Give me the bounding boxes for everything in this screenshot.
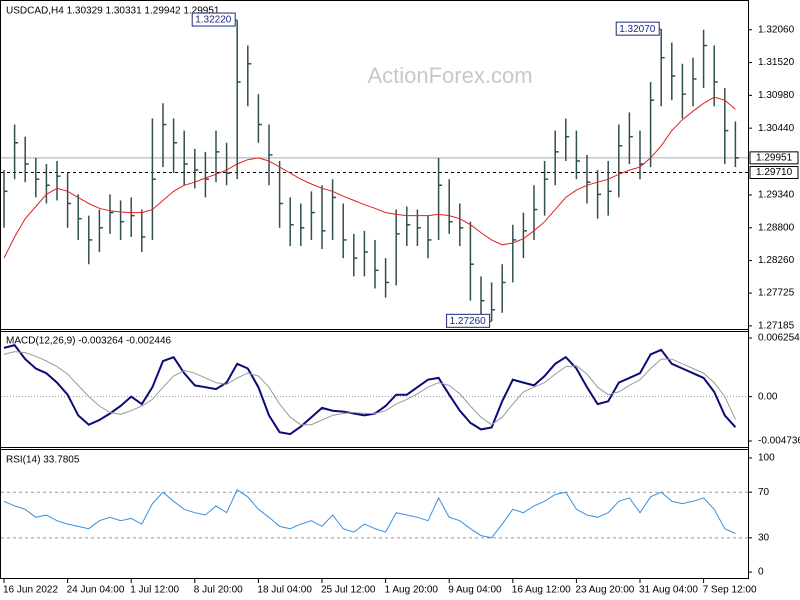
series-line [3,343,737,436]
x-tick-label: 25 Jul 12:00 [321,585,376,596]
x-tick-label: 9 Aug 04:00 [448,585,502,596]
x-tick-label: 23 Aug 20:00 [575,585,634,596]
chart-title: USDCAD,H4 1.30329 1.30331 1.29942 1.2995… [6,6,220,17]
x-tick-label: 8 Jul 20:00 [194,585,243,596]
x-tick-label: 7 Sep 12:00 [703,585,757,596]
annotation-label: 1.27260 [450,316,487,327]
y-tick-label: 0.00 [758,391,778,402]
x-tick-label: 1 Aug 20:00 [385,585,439,596]
price-label: 1.29710 [756,167,793,178]
y-tick-label: 0 [758,567,764,578]
watermark: ActionForex.com [367,63,532,88]
y-tick-label: 1.28260 [758,255,795,266]
y-tick-label: 1.27185 [758,321,795,332]
series-line [3,489,736,539]
y-tick-label: 1.28800 [758,222,795,233]
y-tick-label: 1.32060 [758,24,795,35]
x-tick-label: 1 Jul 12:00 [130,585,179,596]
price-label-box [749,151,799,165]
series-line [3,351,736,426]
annotation-label: 1.32070 [619,24,656,35]
y-tick-label: 1.31520 [758,57,795,68]
price-label: 1.29951 [756,153,793,164]
rsi-title: RSI(14) 33.7805 [6,455,80,466]
y-tick-label: 100 [758,453,775,464]
y-tick-label: 1.30440 [758,123,795,134]
annotation-label: 1.32220 [195,15,232,26]
series-line [3,96,736,259]
frame [0,0,749,579]
y-tick-label: 1.27725 [758,288,795,299]
y-tick-label: -0.004736 [758,436,800,447]
macd-title: MACD(12,26,9) -0.003264 -0.002446 [6,336,172,347]
x-tick-label: 16 Aug 12:00 [512,585,571,596]
y-tick-label: 1.29340 [758,190,795,201]
x-tick-label: 24 Jun 04:00 [67,585,125,596]
y-tick-label: 0.006254 [758,333,800,344]
price-label-box [749,166,799,180]
y-tick-label: 70 [758,487,770,498]
y-tick-label: 1.30980 [758,90,795,101]
y-tick-label: 30 [758,532,770,543]
x-tick-label: 18 Jul 04:00 [257,585,312,596]
x-tick-label: 16 Jun 2022 [3,585,58,596]
x-tick-label: 31 Aug 04:00 [639,585,698,596]
